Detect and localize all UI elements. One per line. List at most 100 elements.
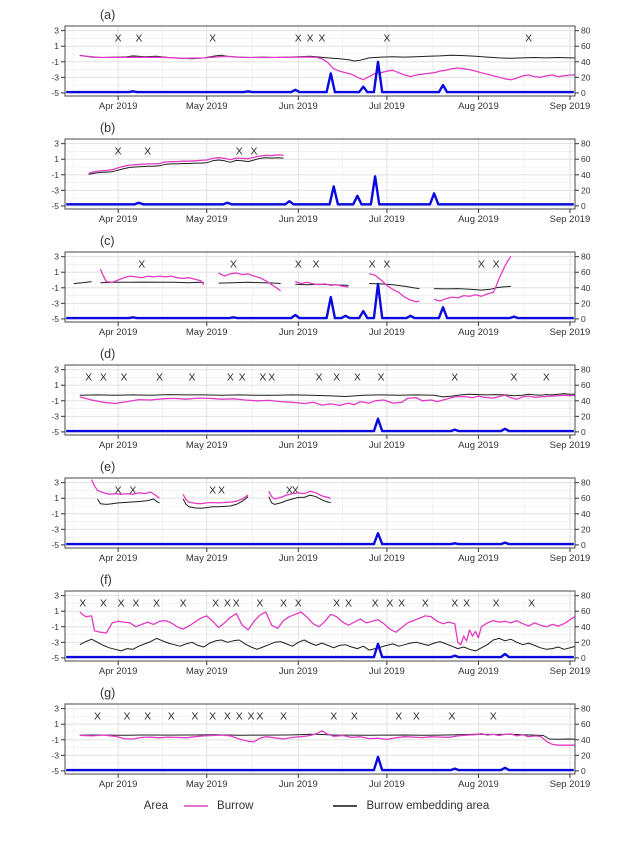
svg-text:X: X xyxy=(315,372,322,384)
svg-text:X: X xyxy=(129,485,136,497)
precipitation-series-line xyxy=(66,642,574,659)
svg-text:-5: -5 xyxy=(51,540,59,550)
svg-text:20: 20 xyxy=(581,411,591,421)
svg-text:Apr 2019: Apr 2019 xyxy=(99,666,138,677)
svg-text:-5: -5 xyxy=(51,88,59,98)
svg-text:X: X xyxy=(295,259,302,271)
grid xyxy=(65,365,575,435)
legend-item-embedding: Burrow embedding area xyxy=(333,800,489,812)
svg-text:X: X xyxy=(292,485,299,497)
svg-text:X: X xyxy=(259,372,266,384)
svg-text:40: 40 xyxy=(581,396,591,406)
svg-text:Aug 2019: Aug 2019 xyxy=(458,327,499,338)
svg-text:X: X xyxy=(218,485,225,497)
panel-label-g: (g) xyxy=(100,686,115,700)
svg-text:Jun 2019: Jun 2019 xyxy=(279,553,318,564)
svg-text:X: X xyxy=(236,146,243,158)
svg-text:X: X xyxy=(115,33,122,45)
precipitation-series-line xyxy=(66,175,574,206)
svg-text:0: 0 xyxy=(581,427,586,437)
svg-text:X: X xyxy=(268,372,275,384)
svg-text:X: X xyxy=(209,711,216,723)
svg-text:0: 0 xyxy=(581,201,586,211)
svg-text:X: X xyxy=(236,711,243,723)
axis-ticks: 3 1 -1 -3 -5 80 60 40 20 0 Apr 2019 May 2019 Jun 201… xyxy=(51,591,590,677)
svg-text:-5: -5 xyxy=(51,427,59,437)
svg-text:May 2019: May 2019 xyxy=(186,101,228,112)
panel-label-a: (a) xyxy=(100,8,115,22)
svg-text:X: X xyxy=(333,598,340,610)
svg-text:X: X xyxy=(115,146,122,158)
svg-text:Jul 2019: Jul 2019 xyxy=(369,666,405,677)
embedding-series-line xyxy=(97,494,331,509)
svg-text:Jun 2019: Jun 2019 xyxy=(279,101,318,112)
svg-text:X: X xyxy=(224,598,231,610)
embedding-series-line xyxy=(79,637,575,652)
precipitation-series-line xyxy=(66,417,574,433)
svg-text:X: X xyxy=(230,259,237,271)
burrow-series-line xyxy=(79,730,575,746)
svg-text:Jul 2019: Jul 2019 xyxy=(369,327,405,338)
svg-text:X: X xyxy=(156,372,163,384)
svg-text:X: X xyxy=(115,485,122,497)
svg-text:X: X xyxy=(256,711,263,723)
svg-text:X: X xyxy=(280,598,287,610)
svg-text:60: 60 xyxy=(581,719,591,729)
svg-text:May 2019: May 2019 xyxy=(186,440,228,451)
svg-text:20: 20 xyxy=(581,750,591,760)
svg-text:X: X xyxy=(100,598,107,610)
svg-text:Jun 2019: Jun 2019 xyxy=(279,666,318,677)
svg-text:-1: -1 xyxy=(51,735,59,745)
svg-text:X: X xyxy=(383,259,390,271)
svg-text:May 2019: May 2019 xyxy=(186,779,228,790)
svg-text:X: X xyxy=(377,372,384,384)
svg-text:X: X xyxy=(463,598,470,610)
svg-text:Sep 2019: Sep 2019 xyxy=(550,553,591,564)
svg-text:X: X xyxy=(422,598,429,610)
svg-text:X: X xyxy=(256,598,263,610)
axis-ticks: 3 1 -1 -3 -5 80 60 40 20 0 Apr 2019 May 2019 Jun 201… xyxy=(51,704,590,790)
svg-text:X: X xyxy=(191,711,198,723)
svg-text:May 2019: May 2019 xyxy=(186,327,228,338)
svg-text:X: X xyxy=(451,598,458,610)
svg-text:1: 1 xyxy=(54,606,59,616)
svg-text:0: 0 xyxy=(581,766,586,776)
svg-text:X: X xyxy=(138,259,145,271)
axis-ticks: 3 1 -1 -3 -5 80 60 40 20 0 Apr 2019 May 2019 Jun 201… xyxy=(51,365,590,451)
svg-text:-3: -3 xyxy=(51,185,59,195)
panel-border xyxy=(64,138,576,210)
svg-text:1: 1 xyxy=(54,267,59,277)
precipitation-series-line xyxy=(66,60,574,94)
svg-text:Jul 2019: Jul 2019 xyxy=(369,779,405,790)
svg-text:-1: -1 xyxy=(51,509,59,519)
svg-text:Sep 2019: Sep 2019 xyxy=(550,666,591,677)
panel-border xyxy=(64,364,576,436)
svg-text:X: X xyxy=(330,711,337,723)
precipitation-series-line xyxy=(66,755,574,772)
legend-title: Area xyxy=(143,800,169,812)
svg-text:40: 40 xyxy=(581,57,591,67)
panel-label-c: (c) xyxy=(100,234,115,248)
svg-text:X: X xyxy=(493,259,500,271)
svg-text:X: X xyxy=(286,485,293,497)
panel-border xyxy=(64,25,576,97)
svg-text:-3: -3 xyxy=(51,524,59,534)
svg-text:-1: -1 xyxy=(51,396,59,406)
svg-text:X: X xyxy=(369,259,376,271)
svg-text:60: 60 xyxy=(581,154,591,164)
svg-text:X: X xyxy=(280,711,287,723)
svg-text:X: X xyxy=(490,711,497,723)
svg-text:3: 3 xyxy=(54,252,59,262)
svg-text:Apr 2019: Apr 2019 xyxy=(99,440,138,451)
embedding-series-line xyxy=(88,157,284,175)
svg-text:X: X xyxy=(168,711,175,723)
svg-text:X: X xyxy=(395,711,402,723)
svg-text:60: 60 xyxy=(581,41,591,51)
svg-text:X: X xyxy=(386,598,393,610)
svg-text:May 2019: May 2019 xyxy=(186,666,228,677)
svg-text:Jun 2019: Jun 2019 xyxy=(279,779,318,790)
